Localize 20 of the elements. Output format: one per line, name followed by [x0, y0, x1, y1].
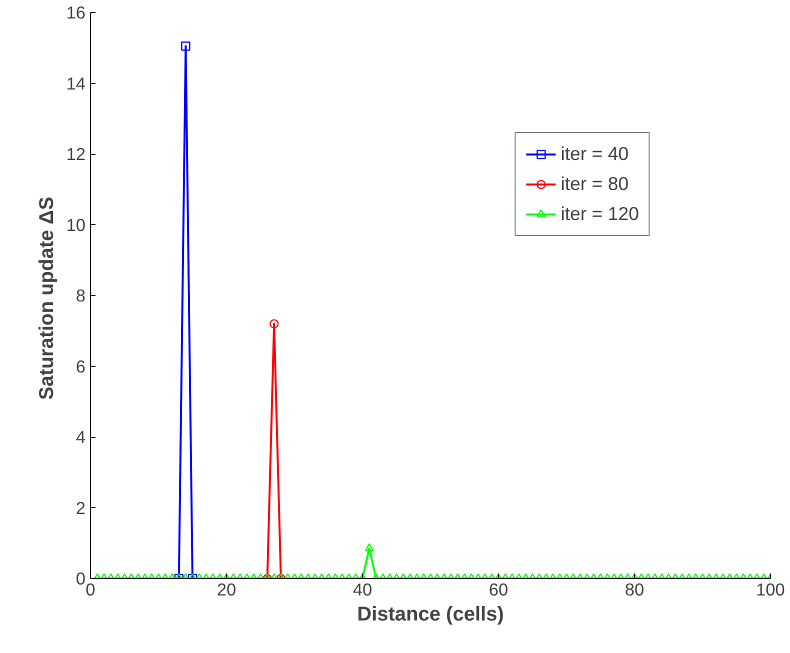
y-tick-label: 12: [66, 144, 86, 164]
y-tick-label: 16: [66, 2, 86, 22]
y-tick-label: 2: [76, 498, 86, 518]
y-tick-label: 4: [76, 427, 86, 447]
y-tick-label: 8: [76, 286, 86, 306]
legend-label: iter = 80: [560, 173, 629, 195]
y-tick-label: 14: [66, 73, 86, 94]
legend-label: iter = 40: [560, 143, 629, 165]
y-tick-label: 6: [76, 356, 86, 376]
y-tick-label: 10: [66, 214, 86, 235]
point: [181, 42, 190, 51]
y-axis-title: Saturation update ΔS: [36, 196, 58, 400]
x-tick-label: 80: [624, 580, 644, 600]
point: [270, 319, 279, 328]
legend-label: iter = 120: [560, 203, 639, 225]
x-tick-label: 100: [756, 580, 785, 600]
x-tick-label: 60: [488, 580, 508, 600]
x-tick-label: 20: [216, 580, 236, 600]
x-axis-title: Distance (cells): [357, 604, 504, 626]
x-tick-label: 40: [352, 580, 372, 600]
